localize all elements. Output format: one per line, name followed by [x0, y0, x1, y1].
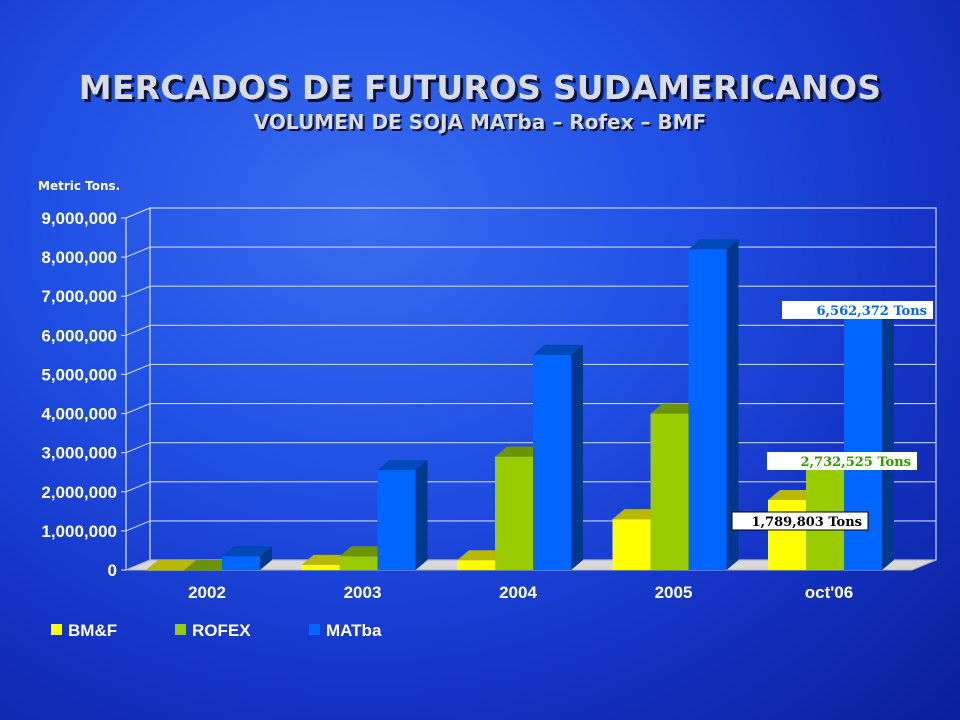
side-wall — [125, 207, 151, 571]
bar-front — [457, 560, 495, 570]
bar-front — [650, 413, 689, 570]
bar-side — [260, 546, 272, 570]
data-callout-rofex: 2,732,525 Tons — [767, 452, 917, 470]
bar-side — [726, 239, 739, 571]
data-callout-bmf: 1,789,803 Tons — [731, 511, 869, 531]
legend-item-matba: MATba — [309, 621, 382, 640]
legend-item-rofex: ROFEX — [175, 621, 251, 640]
bar-front — [612, 519, 651, 570]
y-tick-label: 6,000,000 — [41, 326, 117, 345]
bar-bmf-2002 — [146, 560, 196, 571]
data-callout-matba: 6,562,372 Tons — [782, 301, 933, 319]
bar-side — [882, 303, 894, 570]
callout-box — [782, 301, 933, 319]
callout-text: 2,732,525 Tons — [800, 455, 911, 470]
bar-top — [768, 489, 818, 500]
bar-front — [146, 570, 184, 571]
bar-front — [339, 556, 378, 570]
bar-front — [301, 564, 340, 570]
y-tick-label: 7,000,000 — [41, 287, 117, 306]
y-tick-label: 5,000,000 — [41, 365, 117, 384]
bar-matba-2004 — [533, 344, 583, 570]
bar-front — [688, 249, 727, 571]
bar-top — [146, 560, 196, 570]
bar-top — [222, 546, 272, 557]
bar-top — [339, 546, 390, 557]
bar-top — [184, 560, 234, 570]
bar-front — [844, 313, 882, 570]
bar-matba-2003 — [377, 460, 428, 570]
callout-text: 6,562,372 Tons — [816, 304, 927, 319]
page-title: MERCADOS DE FUTUROS SUDAMERICANOS — [78, 68, 882, 107]
gridline — [125, 207, 936, 219]
callout-box — [731, 511, 869, 531]
legend-swatch — [51, 624, 62, 635]
bar-front — [222, 556, 260, 570]
bar-front — [495, 456, 533, 570]
bar-matba-2002 — [222, 546, 272, 570]
legend-item-bmf: BM&F — [51, 621, 117, 640]
bar-side — [415, 460, 428, 570]
bar-side — [571, 344, 583, 570]
bar-top — [612, 509, 663, 520]
gridline — [125, 363, 936, 375]
y-tick-label: 0 — [108, 561, 117, 580]
bar-top — [457, 550, 507, 561]
bar-front — [377, 470, 416, 570]
legend-label: BM&F — [68, 621, 117, 640]
bar-front — [533, 354, 571, 570]
legend-swatch — [309, 624, 320, 635]
y-axis-label: Metric Tons. — [38, 179, 120, 193]
y-tick-label: 1,000,000 — [41, 522, 117, 541]
x-tick-label: 2005 — [655, 583, 693, 602]
x-tick-label: oct'06 — [805, 583, 853, 602]
gridline — [125, 324, 936, 336]
legend-label: MATba — [326, 621, 382, 640]
bar-top — [650, 403, 701, 414]
page-subtitle: VOLUMEN DE SOJA MATba – Rofex – BMF — [253, 110, 707, 134]
bar-matba-2005 — [688, 239, 739, 571]
gridline — [125, 403, 936, 415]
bar-front — [768, 499, 806, 570]
y-tick-label: 2,000,000 — [41, 483, 117, 502]
bar-top — [301, 554, 352, 565]
legend-swatch — [175, 624, 186, 635]
bar-rofex-2002 — [184, 560, 234, 571]
gridline — [125, 246, 936, 258]
bar-front — [184, 570, 222, 571]
y-tick-label: 3,000,000 — [41, 444, 117, 463]
y-tick-label: 8,000,000 — [41, 248, 117, 267]
callout-box — [767, 452, 917, 470]
bar-top — [688, 239, 739, 250]
x-tick-label: 2003 — [344, 583, 382, 602]
bar-top — [377, 460, 428, 471]
legend-label: ROFEX — [192, 621, 251, 640]
bar-top — [533, 344, 583, 355]
y-tick-label: 9,000,000 — [41, 209, 117, 228]
x-tick-label: 2002 — [188, 583, 226, 602]
x-tick-label: 2004 — [499, 583, 537, 602]
y-tick-label: 4,000,000 — [41, 405, 117, 424]
callout-text: 1,789,803 Tons — [751, 515, 862, 530]
bar-top — [495, 446, 545, 457]
gridline — [125, 285, 936, 297]
